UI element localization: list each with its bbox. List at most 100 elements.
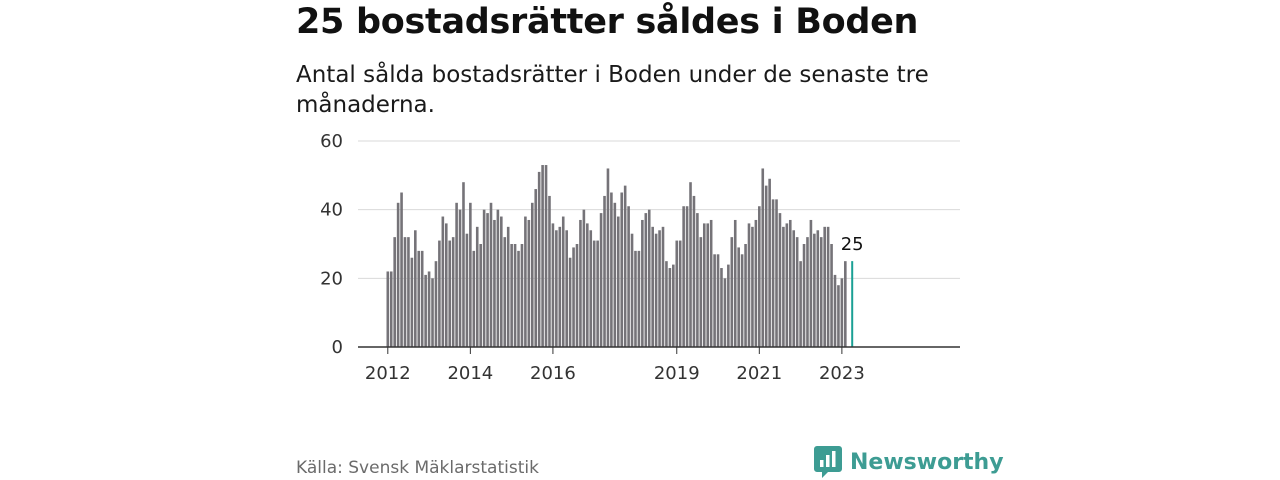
bar bbox=[396, 202, 400, 347]
bar bbox=[407, 237, 410, 347]
bar bbox=[448, 240, 452, 347]
bar bbox=[661, 226, 665, 347]
bar bbox=[751, 226, 754, 347]
data-label: 25 bbox=[841, 234, 864, 255]
bar bbox=[782, 226, 785, 347]
bar bbox=[575, 244, 579, 347]
bar bbox=[654, 233, 658, 347]
bar bbox=[758, 206, 761, 347]
bar bbox=[493, 219, 496, 347]
bar bbox=[685, 206, 689, 347]
bar bbox=[561, 216, 565, 347]
bar bbox=[761, 168, 765, 347]
bar bbox=[747, 223, 751, 347]
bar bbox=[692, 195, 696, 347]
bar bbox=[651, 226, 654, 347]
bar bbox=[555, 230, 558, 347]
bar bbox=[424, 274, 427, 347]
bar bbox=[596, 240, 599, 347]
bar bbox=[524, 216, 527, 347]
bar bbox=[630, 233, 634, 347]
bar bbox=[826, 226, 830, 347]
bar bbox=[386, 271, 390, 347]
brand-name: Newsworthy bbox=[850, 449, 1004, 475]
bar bbox=[771, 199, 775, 347]
bar bbox=[616, 216, 620, 347]
bar bbox=[799, 261, 802, 347]
bar bbox=[733, 219, 737, 347]
x-tick-label: 2016 bbox=[530, 363, 576, 384]
bar bbox=[592, 240, 596, 347]
bar bbox=[462, 182, 465, 347]
bar bbox=[431, 278, 434, 347]
bar bbox=[802, 244, 806, 347]
bar bbox=[768, 178, 771, 347]
bar bbox=[534, 189, 538, 347]
bar bbox=[469, 202, 472, 347]
bar bbox=[537, 171, 541, 347]
bar bbox=[830, 244, 833, 347]
bar bbox=[634, 250, 637, 347]
bar bbox=[417, 250, 421, 347]
bar bbox=[393, 237, 396, 347]
bar bbox=[706, 223, 710, 347]
bar bbox=[833, 274, 837, 347]
bar bbox=[503, 237, 507, 347]
bar bbox=[541, 165, 544, 347]
bar bbox=[837, 285, 840, 347]
bar bbox=[400, 192, 403, 347]
bar bbox=[458, 209, 462, 347]
bar bbox=[740, 254, 744, 347]
bar bbox=[414, 230, 417, 347]
bar bbox=[472, 250, 476, 347]
bar bbox=[465, 233, 469, 347]
chart-title: 25 bostadsrätter såldes i Boden bbox=[296, 2, 919, 42]
bar bbox=[551, 223, 555, 347]
chart-subtitle: Antal sålda bostadsrätter i Boden under … bbox=[296, 62, 929, 118]
bar bbox=[479, 244, 482, 347]
bar bbox=[389, 271, 393, 347]
bar bbox=[482, 209, 486, 347]
bar bbox=[668, 268, 672, 347]
bar bbox=[716, 254, 720, 347]
x-tick-label: 2023 bbox=[819, 363, 865, 384]
bar bbox=[727, 264, 730, 347]
bars bbox=[386, 165, 854, 347]
bar bbox=[764, 185, 768, 347]
bar bbox=[455, 202, 458, 347]
bar bbox=[823, 226, 826, 347]
bar bbox=[627, 206, 630, 347]
bar bbox=[489, 202, 493, 347]
bar bbox=[641, 219, 644, 347]
x-tick-label: 2021 bbox=[736, 363, 782, 384]
bar bbox=[792, 230, 796, 347]
bar bbox=[613, 202, 617, 347]
brand-logo: Newsworthy bbox=[814, 446, 1004, 478]
bar bbox=[702, 223, 706, 347]
bar bbox=[517, 250, 520, 347]
bar bbox=[582, 209, 586, 347]
bar bbox=[806, 237, 809, 347]
bar bbox=[520, 244, 524, 347]
bar bbox=[675, 240, 679, 347]
bar bbox=[788, 219, 792, 347]
bar bbox=[637, 250, 641, 347]
bar bbox=[754, 219, 758, 347]
bar bbox=[623, 185, 627, 347]
bar bbox=[603, 195, 606, 347]
bar bbox=[510, 244, 513, 347]
source-note: Källa: Svensk Mäklarstatistik bbox=[296, 458, 539, 478]
bar bbox=[778, 213, 782, 347]
bar bbox=[610, 192, 613, 347]
bar bbox=[699, 237, 703, 347]
bar bbox=[544, 165, 548, 347]
bar bbox=[678, 240, 682, 347]
bar bbox=[606, 168, 610, 347]
bar bbox=[548, 195, 551, 347]
axes: 0 20 40 60 25 2012 2014 2016 2019 2021 2023 bbox=[320, 131, 960, 384]
bar bbox=[737, 247, 740, 347]
bar bbox=[672, 264, 675, 347]
bar bbox=[647, 209, 651, 347]
bar bbox=[844, 261, 847, 347]
bar bbox=[572, 247, 575, 347]
